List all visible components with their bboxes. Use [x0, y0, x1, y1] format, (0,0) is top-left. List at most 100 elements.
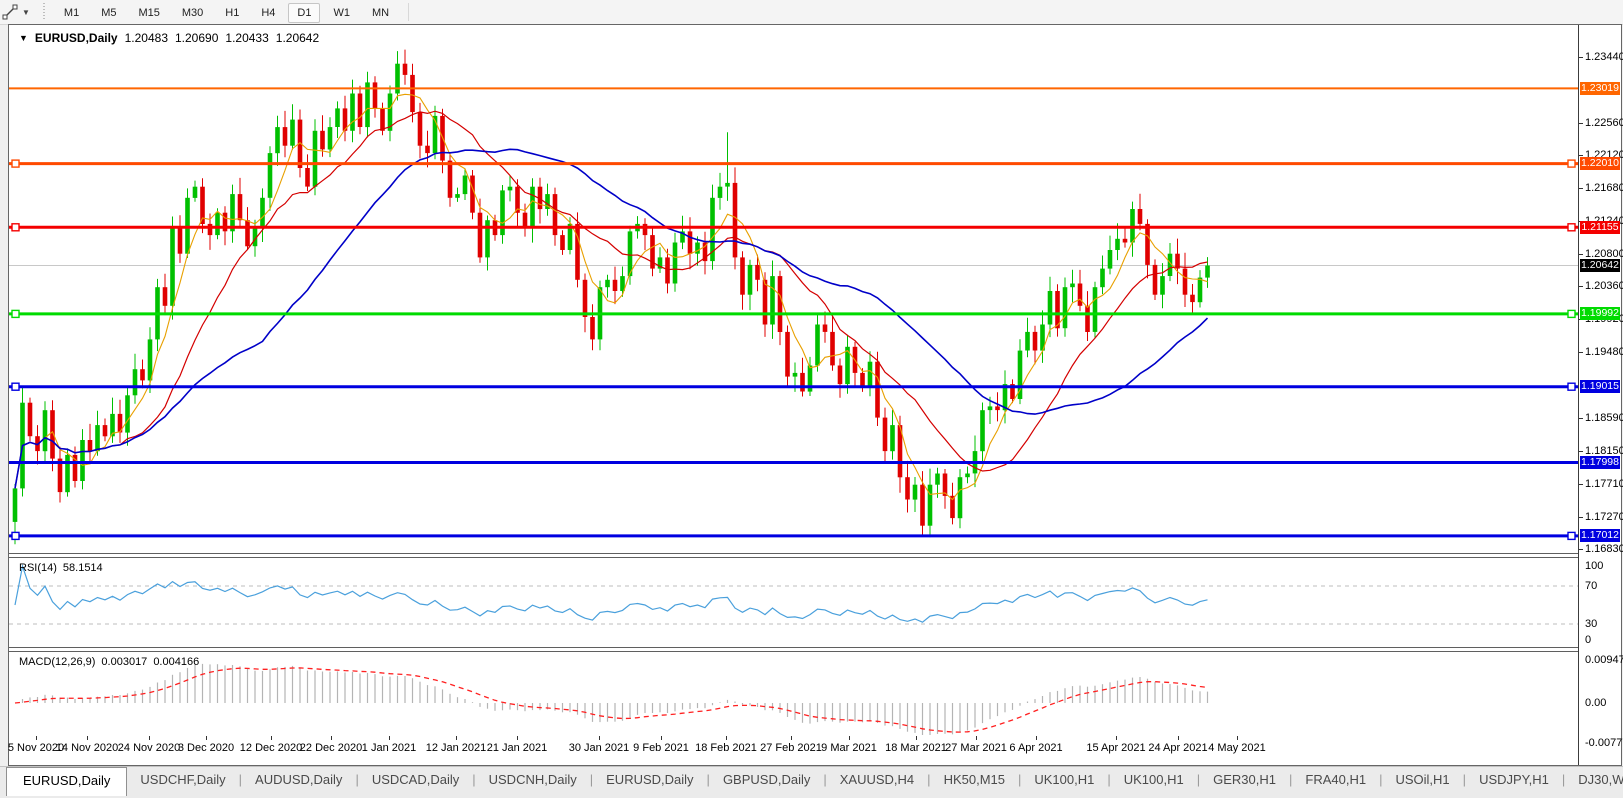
pane-separator[interactable]	[9, 553, 1581, 558]
chart-tab-usdjpy-h1[interactable]: USDJPY,H1	[1479, 772, 1549, 787]
date-axis[interactable]: 5 Nov 2020 14 Nov 2020 24 Nov 2020 3 Dec 20…	[8, 736, 1581, 765]
date-tick	[916, 736, 917, 740]
price-tick-label: 1.17270	[1585, 511, 1623, 523]
timeframe-button-h1[interactable]: H1	[225, 7, 240, 19]
current-price-badge: 1.20642	[1580, 259, 1620, 272]
price-tick-label: 1.20800	[1585, 248, 1623, 260]
date-tick	[661, 736, 662, 740]
timeframe-button-m15[interactable]: M15	[138, 7, 160, 19]
chart-tab-dj30-weekly[interactable]: DJ30,Weekly	[1578, 772, 1623, 787]
chart-tab-eurusd-daily[interactable]: EURUSD,Daily	[6, 767, 128, 796]
date-label: 18 Feb 2021	[695, 742, 757, 754]
chart-tab-uk100-h1[interactable]: UK100,H1	[1034, 772, 1095, 787]
hline-handle[interactable]	[1567, 159, 1576, 168]
ma-fast-line	[14, 93, 1208, 501]
chart-tab-usdchf-daily[interactable]: USDCHF,Daily	[140, 772, 226, 787]
hline-price-badge: 1.21155	[1580, 221, 1620, 234]
pane-separator[interactable]	[9, 647, 1581, 652]
ohlc-high: 1.20690	[175, 31, 219, 45]
toolbar-grip[interactable]	[41, 3, 47, 21]
rsi-plot[interactable]	[9, 558, 1581, 647]
ma-slow-line	[14, 148, 1209, 489]
timeframe-button-mn[interactable]: MN	[371, 7, 390, 19]
chart-tab-eurusd-daily[interactable]: EURUSD,Daily	[606, 772, 694, 787]
tab-separator: |	[238, 772, 243, 787]
hline-handle[interactable]	[1567, 309, 1576, 319]
chart-tab-hk50-m15[interactable]: HK50,M15	[943, 772, 1005, 787]
chart-tab-usdcnh-daily[interactable]: USDCNH,Daily	[488, 772, 577, 787]
price-tick-label: 1.17710	[1585, 478, 1623, 490]
macd-signal-value: 0.004166	[153, 656, 200, 668]
chart-tab-uk100-h1[interactable]: UK100,H1	[1123, 772, 1184, 787]
chart-title: ▼ EURUSD,Daily 1.20483 1.20690 1.20433 1…	[19, 31, 319, 45]
hline-handle[interactable]	[1567, 531, 1576, 541]
tab-separator: |	[1196, 772, 1201, 787]
rsi-indicator-label: RSI(14) 58.1514	[19, 562, 103, 574]
price-plot[interactable]	[9, 25, 1581, 553]
hline-handle[interactable]	[1567, 223, 1576, 232]
price-scale[interactable]: 1.234401.225601.221201.216801.212401.208…	[1578, 25, 1623, 765]
chart-tab-usdcad-daily[interactable]: USDCAD,Daily	[371, 772, 460, 787]
chart-tab-usoil-h1[interactable]: USOil,H1	[1395, 772, 1450, 787]
chart-tab-fra40-h1[interactable]: FRA40,H1	[1305, 772, 1367, 787]
date-label: 27 Mar 2021	[945, 742, 1007, 754]
macd-axis-label: -0.007778	[1585, 737, 1623, 749]
macd-plot[interactable]	[9, 652, 1581, 736]
tab-separator: |	[589, 772, 594, 787]
macd-histogram	[21, 663, 1209, 735]
top-toolbar: ▼ M1 M5 M15 M30 H1 H4 D1 W1 MN	[0, 0, 1623, 25]
hline-handle[interactable]	[11, 309, 20, 319]
date-label: 27 Feb 2021	[760, 742, 822, 754]
hline-price-badge: 1.17012	[1580, 529, 1620, 542]
price-tick-label: 1.18590	[1585, 412, 1623, 424]
timeframe-button-m30[interactable]: M30	[181, 7, 204, 19]
scale-tick	[1579, 517, 1583, 518]
rsi-pane[interactable]	[9, 558, 1581, 647]
hline-handle[interactable]	[11, 382, 20, 391]
ohlc-low: 1.20433	[225, 31, 269, 45]
hline-1.19015[interactable]	[9, 382, 1581, 391]
price-chart-pane[interactable]	[9, 25, 1581, 553]
timeframe-button-w1[interactable]: W1	[333, 7, 350, 19]
tab-separator: |	[1289, 772, 1293, 787]
macd-pane[interactable]	[9, 652, 1581, 736]
tab-separator: |	[1379, 772, 1383, 787]
hline-handle[interactable]	[11, 223, 20, 232]
macd-indicator-label: MACD(12,26,9) 0.003017 0.004166	[19, 656, 199, 668]
scale-tick	[1579, 57, 1583, 58]
scale-tick	[1579, 549, 1583, 550]
hline-handle[interactable]	[11, 531, 20, 541]
chart-tab-bar: EURUSD,Daily USDCHF,Daily | AUDUSD,Daily | US…	[0, 766, 1623, 798]
hline-1.21155[interactable]	[9, 223, 1581, 232]
date-tick	[87, 736, 88, 740]
date-label: 9 Feb 2021	[633, 742, 689, 754]
hline-1.17012[interactable]	[9, 531, 1581, 541]
date-tick	[849, 736, 850, 740]
timeframe-buttons: M1 M5 M15 M30 H1 H4 D1 W1 MN	[53, 3, 400, 23]
draw-tool-dropdown-icon[interactable]: ▼	[22, 7, 30, 17]
timeframe-button-h4[interactable]: H4	[261, 7, 276, 19]
cursor-draw-icon[interactable]	[2, 4, 20, 20]
hline-handle[interactable]	[11, 159, 20, 168]
rsi-axis-label: 100	[1585, 560, 1604, 572]
timeframe-button-m1[interactable]: M1	[63, 7, 80, 19]
chart-tab-ger30-h1[interactable]: GER30,H1	[1213, 772, 1276, 787]
chart-tab-gbpusd-daily[interactable]: GBPUSD,Daily	[722, 772, 811, 787]
chart-tab-audusd-daily[interactable]: AUDUSD,Daily	[255, 772, 343, 787]
timeframe-button-d1[interactable]: D1	[288, 3, 321, 23]
hline-price-badge: 1.22010	[1580, 157, 1620, 170]
price-tick-label: 1.20360	[1585, 280, 1623, 292]
hline-1.22010[interactable]	[9, 159, 1581, 168]
hline-1.19992[interactable]	[9, 309, 1581, 319]
hline-handle[interactable]	[1567, 382, 1576, 391]
date-label: 15 Apr 2021	[1086, 742, 1146, 754]
date-label: 21 Jan 2021	[486, 742, 548, 754]
chart-tab-xauusd-h4[interactable]: XAUUSD,H4	[839, 772, 915, 787]
price-tick-label: 1.19480	[1585, 346, 1623, 358]
date-label: 24 Nov 2020	[117, 742, 181, 754]
chart-symbol-period: EURUSD,Daily	[34, 31, 118, 45]
date-tick	[517, 736, 518, 740]
macd-axis-label: 0.009478	[1585, 654, 1623, 666]
chart-title-marker-icon[interactable]: ▼	[19, 33, 28, 43]
timeframe-button-m5[interactable]: M5	[101, 7, 117, 19]
